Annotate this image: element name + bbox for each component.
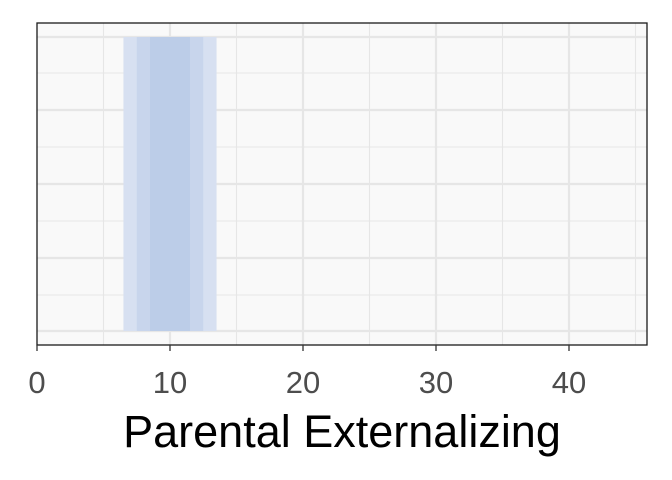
panel-border — [36, 22, 648, 346]
x-tick-label: 30 — [419, 365, 453, 400]
interval-bands — [123, 37, 217, 331]
x-axis-title: Parental Externalizing — [123, 406, 561, 457]
x-tick-label: 0 — [28, 365, 45, 400]
x-tick-label: 20 — [286, 365, 320, 400]
x-axis: 0 10 20 30 40 — [28, 345, 586, 400]
x-tick-label: 10 — [153, 365, 187, 400]
x-tick-label: 40 — [552, 365, 586, 400]
interval-band-inner — [150, 37, 190, 331]
grid-lines — [37, 23, 647, 345]
